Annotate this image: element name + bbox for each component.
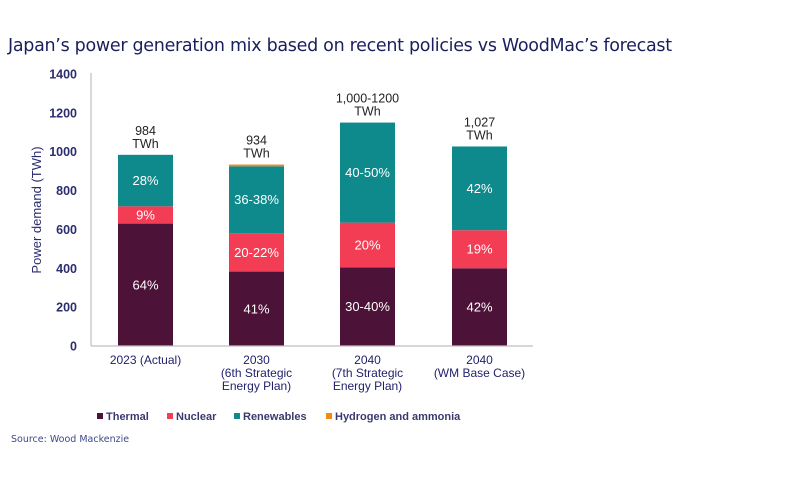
bar-segment-thermal: [229, 271, 284, 346]
legend-swatch: [97, 413, 103, 419]
bar-segment-thermal: [340, 267, 395, 346]
bar-segment-renewables: [340, 122, 395, 223]
bar-segment-nuclear: [452, 230, 507, 269]
legend-label: Renewables: [243, 411, 307, 423]
bar-segment-thermal: [452, 268, 507, 346]
legend-label: Nuclear: [176, 411, 217, 423]
data-label: 9%: [136, 207, 155, 222]
legend-item-renewables: Renewables: [234, 411, 307, 423]
x-tick-label: 2030 (6th Strategic Energy Plan): [221, 353, 292, 393]
legend-swatch: [234, 413, 240, 419]
data-label: 19%: [466, 242, 492, 257]
y-tick-label: 1200: [49, 106, 77, 120]
y-tick-label: 400: [56, 262, 77, 276]
y-tick-label: 1000: [49, 145, 77, 159]
legend-item-thermal: Thermal: [97, 411, 149, 423]
data-label: 41%: [243, 301, 269, 316]
y-tick-label: 800: [56, 184, 77, 198]
data-label: 30-40%: [345, 299, 390, 314]
y-tick-label: 1400: [49, 68, 77, 82]
bar-segment-nuclear: [340, 222, 395, 268]
data-label: 42%: [466, 181, 492, 196]
chart-title: Japan’s power generation mix based on re…: [8, 36, 672, 56]
bar-segment-nuclear: [229, 233, 284, 272]
x-tick-label: 2023 (Actual): [110, 353, 181, 367]
data-label: 40-50%: [345, 165, 390, 180]
y-tick-label: 0: [70, 340, 77, 354]
y-axis-label: Power demand (TWh): [29, 146, 44, 273]
y-tick-label: 600: [56, 223, 77, 237]
data-label: 28%: [132, 173, 158, 188]
legend-item-hydrogen-and-ammonia: Hydrogen and ammonia: [326, 411, 461, 423]
bar-segment-renewables: [118, 154, 173, 207]
bar-segment-renewables: [229, 166, 284, 234]
x-tick-label: 2040 (7th Strategic Energy Plan): [332, 353, 403, 393]
total-label: 984 TWh: [132, 124, 158, 151]
data-label: 64%: [132, 277, 158, 292]
source-note: Source: Wood Mackenzie: [11, 434, 130, 445]
legend-swatch: [167, 413, 173, 419]
legend-label: Hydrogen and ammonia: [335, 411, 461, 423]
data-label: 20-22%: [234, 245, 279, 260]
total-label: 934 TWh: [243, 134, 269, 161]
total-label: 1,027 TWh: [464, 115, 495, 142]
x-tick-label: 2040 (WM Base Case): [434, 353, 525, 380]
total-label: 1,000-1200 TWh: [336, 92, 399, 119]
bar-segment-hydrogen-and-ammonia: [229, 164, 284, 167]
bar-segment-nuclear: [118, 206, 173, 224]
data-label: 20%: [354, 237, 380, 252]
legend-swatch: [326, 413, 332, 419]
legend-label: Thermal: [106, 411, 149, 423]
legend-item-nuclear: Nuclear: [167, 411, 217, 423]
data-label: 42%: [466, 300, 492, 315]
bar-segment-thermal: [118, 223, 173, 346]
data-label: 36-38%: [234, 192, 279, 207]
bar-segment-renewables: [452, 146, 507, 231]
y-tick-label: 200: [56, 301, 77, 315]
